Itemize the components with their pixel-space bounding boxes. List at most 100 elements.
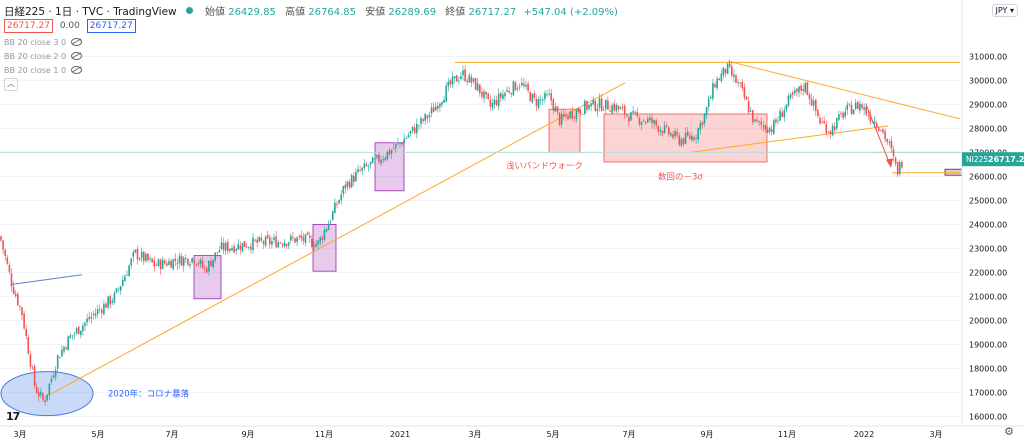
candle-body [250, 246, 252, 250]
candle-body [56, 355, 59, 369]
candle-body [733, 74, 735, 77]
candle-body [802, 88, 804, 92]
candle-body [596, 108, 599, 112]
y-tick-label: 23000.00 [969, 244, 1007, 253]
candle-body [762, 126, 765, 128]
candle-body [119, 286, 122, 291]
candle-body [689, 135, 691, 139]
candle-body [122, 280, 124, 286]
candle-body [859, 103, 861, 111]
candle-body [432, 107, 435, 113]
candle-body [239, 245, 242, 250]
candle-body [644, 121, 647, 123]
candle-body [525, 84, 527, 87]
candle-body [128, 265, 130, 276]
candle-body [447, 81, 450, 87]
candle-body [365, 164, 368, 166]
candle-body [405, 137, 408, 139]
candle-body [401, 143, 403, 145]
gear-icon[interactable]: ⚙ [1004, 425, 1014, 438]
candle-body [865, 107, 867, 115]
candle-body [504, 92, 506, 97]
candle-body [65, 347, 67, 349]
indicator-bb-2[interactable]: BB 20 close 2 0 [4, 52, 83, 61]
candle-body [569, 111, 571, 119]
candle-body [325, 229, 328, 232]
candle-body [481, 91, 483, 97]
candle-body [42, 393, 44, 400]
close-value: 26717.27 [468, 7, 517, 18]
candle-body [558, 112, 561, 126]
candle-body [548, 93, 550, 95]
candle-body [651, 117, 653, 124]
candle-body [810, 99, 813, 106]
candle-body [661, 130, 664, 134]
candle-body [237, 243, 240, 250]
candle-body [764, 125, 767, 130]
indicator-bb-1[interactable]: BB 20 close 3 0 [4, 38, 83, 47]
candle-body [54, 370, 57, 378]
eye-hidden-icon[interactable] [71, 38, 83, 46]
candle-body [453, 76, 456, 79]
candle-body [380, 160, 382, 164]
candle-body [686, 131, 689, 136]
candle-body [529, 92, 531, 102]
candle-body [132, 252, 135, 257]
sell-button[interactable]: 26717.27 [4, 19, 53, 33]
candle-body [815, 99, 817, 112]
candle-body [546, 94, 548, 96]
candle-body [575, 109, 578, 120]
candle-body [571, 111, 573, 119]
candle-body [579, 110, 582, 114]
candle-body [720, 73, 723, 82]
candle-body [153, 260, 156, 267]
candle-body [159, 260, 162, 270]
x-tick-label: 7月 [622, 430, 635, 439]
candle-body [376, 155, 378, 158]
candle-body [113, 292, 116, 303]
candle-body [2, 240, 4, 250]
candle-body [632, 111, 634, 113]
candle-body [659, 129, 662, 132]
candle-body [682, 138, 685, 144]
indicator-bb-3[interactable]: BB 20 close 1 0 [4, 66, 83, 75]
candle-body [428, 114, 431, 118]
candle-body [775, 119, 777, 123]
candle-body [894, 158, 897, 164]
candle-body [355, 172, 357, 182]
candle-body [14, 293, 17, 297]
candle-body [134, 249, 137, 253]
candle-body [437, 105, 439, 109]
close-label: 終値 [445, 7, 466, 18]
candle-body [443, 99, 445, 103]
candle-body [216, 252, 219, 254]
currency-label: JPY [995, 6, 1008, 15]
candle-body [722, 67, 725, 76]
candle-body [338, 200, 340, 204]
annotation-boxes [0, 108, 973, 417]
candle-body [229, 248, 231, 251]
open-label: 始値 [205, 7, 226, 18]
eye-hidden-icon[interactable] [71, 66, 83, 74]
candle-body [84, 322, 86, 326]
candle-body [495, 100, 498, 106]
eye-hidden-icon[interactable] [71, 52, 83, 60]
candle-body [812, 100, 815, 106]
collapse-indicators-button[interactable]: ︿ [4, 78, 18, 91]
candle-body [506, 89, 508, 92]
candle-body [411, 126, 414, 131]
currency-selector[interactable]: JPY ▾ [991, 4, 1018, 17]
candle-body [8, 264, 11, 272]
x-tick-label: 3月 [13, 430, 26, 439]
indicator-label: BB 20 close 2 0 [4, 52, 67, 61]
candle-body [170, 260, 172, 268]
candle-body [560, 113, 563, 125]
candle-body [319, 237, 321, 243]
buy-button[interactable]: 26717.27 [86, 19, 136, 33]
candle-body [735, 75, 737, 83]
candle-body [88, 316, 90, 320]
trend-line-support [44, 82, 626, 398]
x-tick-label: 9月 [241, 430, 254, 439]
candle-body [304, 234, 307, 243]
